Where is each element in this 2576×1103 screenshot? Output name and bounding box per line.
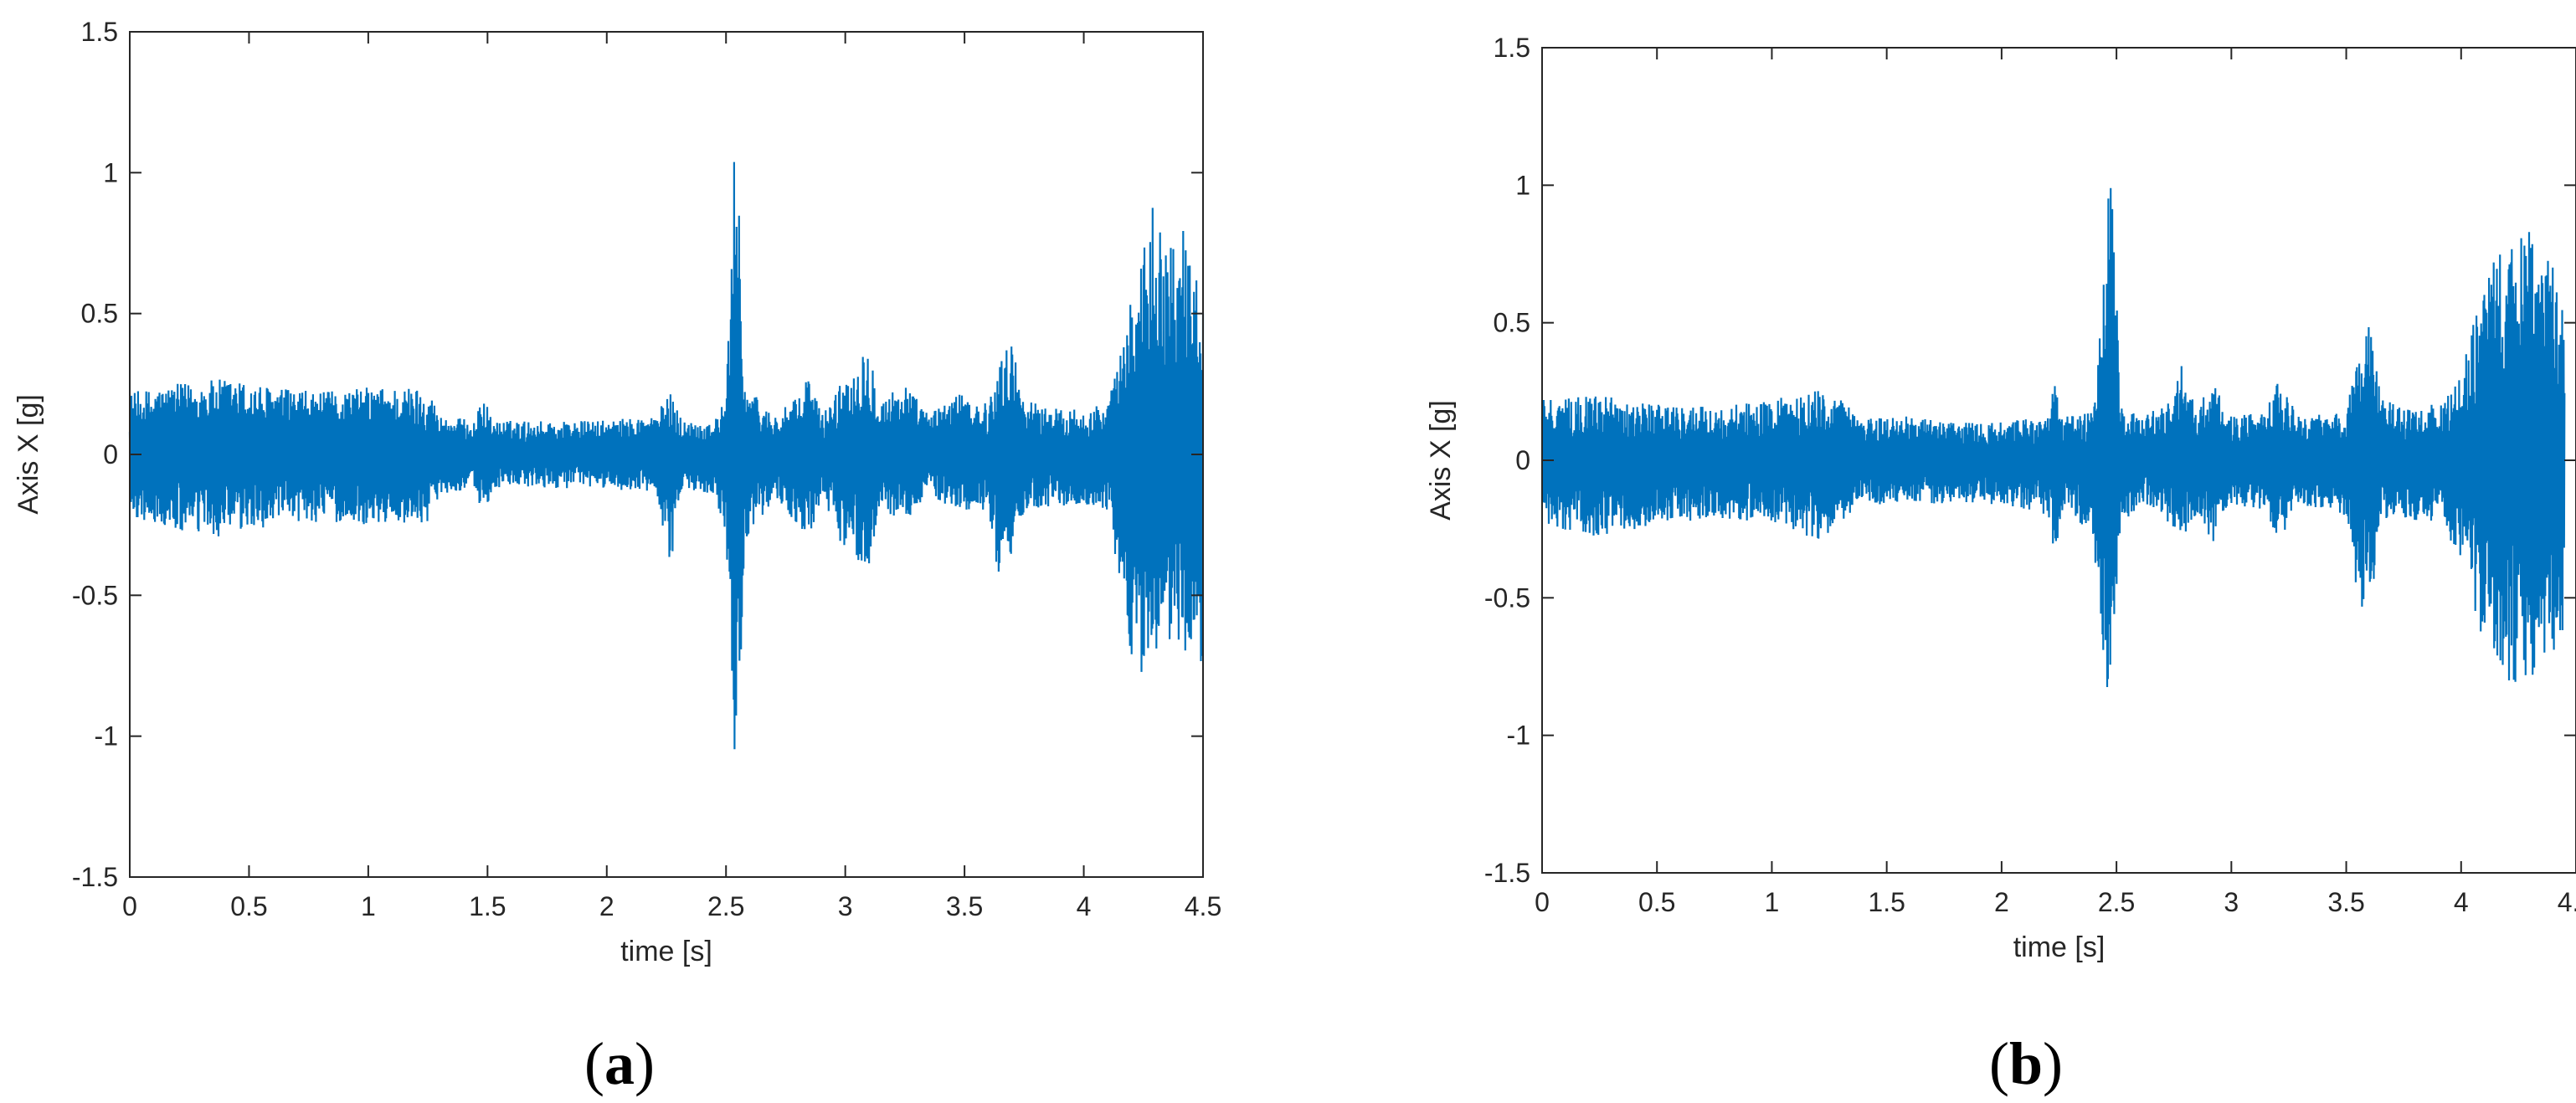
x-tick-label: 3 — [838, 891, 853, 921]
y-tick-label: 0.5 — [1494, 308, 1530, 338]
x-axis-label: time [s] — [620, 936, 712, 967]
x-tick-label: 0 — [1535, 887, 1550, 917]
signal-line-a — [128, 162, 1205, 750]
x-tick-label: 0.5 — [230, 891, 267, 921]
y-tick-label: 1 — [103, 157, 118, 187]
x-tick-label: 1 — [1765, 887, 1780, 917]
x-tick-label: 0.5 — [1638, 887, 1675, 917]
y-tick-label: -1 — [1507, 721, 1530, 751]
y-tick-label: -1 — [95, 721, 118, 752]
signal-line-b — [1540, 187, 2566, 688]
y-axis-label: Axis X [g] — [13, 394, 44, 515]
x-tick-label: 1 — [361, 891, 376, 921]
panel-label-a: (a) — [584, 1030, 655, 1097]
y-tick-label: -0.5 — [72, 580, 118, 610]
y-tick-label: 1 — [1515, 170, 1530, 200]
x-tick-label: 1.5 — [469, 891, 506, 921]
x-tick-label: 4 — [1077, 891, 1092, 921]
x-axis-label: time [s] — [2013, 931, 2106, 963]
y-tick-label: 0 — [103, 439, 118, 469]
x-tick-label: 4 — [2454, 887, 2469, 917]
x-tick-label: 3 — [2224, 887, 2239, 917]
y-tick-label: 1.5 — [1494, 33, 1530, 63]
x-tick-label: 2 — [599, 891, 614, 921]
x-tick-label: 4.5 — [1185, 891, 1221, 921]
y-tick-label: -1.5 — [1484, 858, 1530, 888]
x-tick-label: 3.5 — [2327, 887, 2364, 917]
y-tick-label: 0 — [1515, 445, 1530, 475]
y-tick-label: -0.5 — [1484, 582, 1530, 613]
x-tick-label: 3.5 — [946, 891, 983, 921]
x-tick-label: 2.5 — [707, 891, 744, 921]
y-axis-label: Axis X [g] — [1425, 400, 1457, 521]
y-tick-label: 1.5 — [81, 17, 118, 47]
x-tick-label: 4.5 — [2558, 887, 2576, 917]
panel-label-b: (b) — [1988, 1030, 2063, 1097]
x-tick-label: 2 — [1994, 887, 2009, 917]
chart-b: 0 0.5 1 1.5 2 2.5 3 3.5 4 4.5 1.5 1 0.5 0 -0.5 -1 -1.5 ti… — [1425, 33, 2576, 963]
y-tick-label: 0.5 — [81, 299, 118, 329]
x-tick-label: 1.5 — [1868, 887, 1905, 917]
figure-panel-a: 0 0.5 1 1.5 2 2.5 3 3.5 4 4.5 1.5 1 0.5 0 -0.5 -1 -1.5 ti… — [13, 17, 1221, 1097]
x-tick-label: 0 — [122, 891, 137, 921]
y-tick-label: -1.5 — [72, 862, 118, 892]
chart-a: 0 0.5 1 1.5 2 2.5 3 3.5 4 4.5 1.5 1 0.5 0 -0.5 -1 -1.5 ti… — [13, 17, 1221, 967]
x-tick-label: 2.5 — [2098, 887, 2135, 917]
figure-panel-b: 0 0.5 1 1.5 2 2.5 3 3.5 4 4.5 1.5 1 0.5 0 -0.5 -1 -1.5 ti… — [1289, 0, 2576, 1103]
